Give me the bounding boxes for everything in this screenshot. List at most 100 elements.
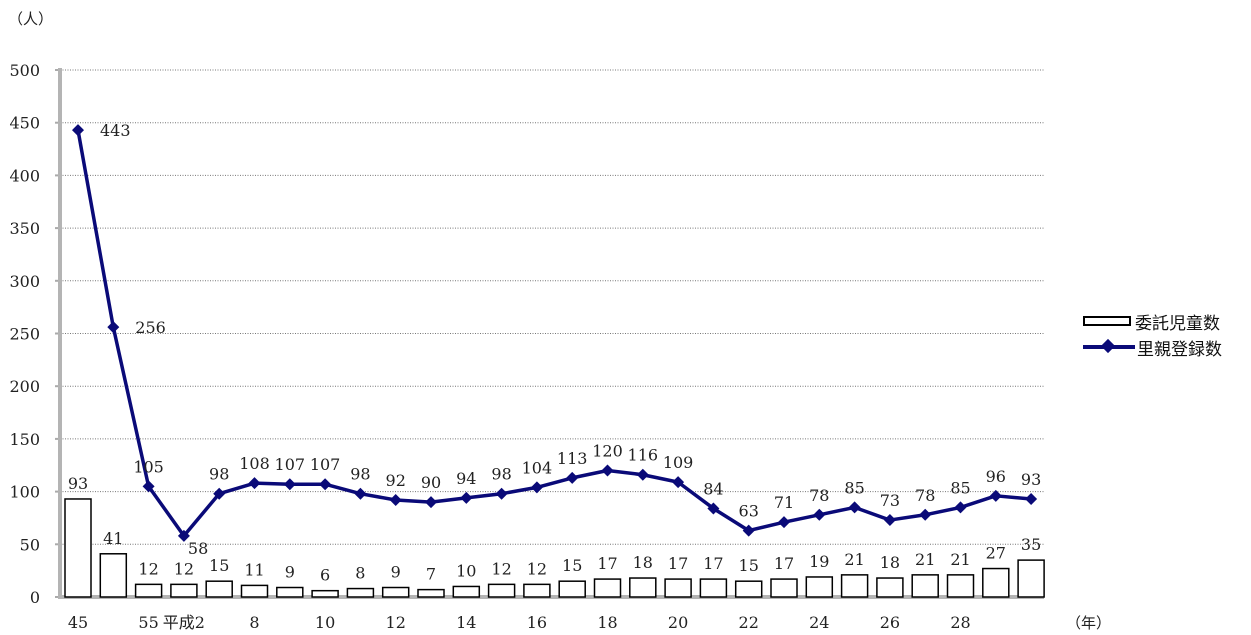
line-data-label: 92 bbox=[386, 471, 406, 490]
line-data-label: 256 bbox=[135, 318, 166, 337]
bar bbox=[770, 578, 798, 598]
legend-item-line: 里親登録数 bbox=[1083, 334, 1222, 360]
line-data-label: 90 bbox=[421, 473, 441, 492]
line-series bbox=[76, 129, 1032, 538]
line-data-label: 98 bbox=[209, 465, 229, 484]
bar bbox=[876, 577, 904, 598]
line-data-label: 107 bbox=[310, 455, 341, 474]
line-point bbox=[425, 496, 437, 509]
bar bbox=[205, 580, 233, 598]
line-point bbox=[460, 491, 473, 504]
bar-data-label: 21 bbox=[844, 550, 864, 569]
bar bbox=[134, 583, 163, 598]
bar bbox=[664, 578, 692, 598]
bar bbox=[982, 567, 1010, 598]
bar-data-label: 17 bbox=[774, 554, 794, 573]
bar bbox=[240, 584, 269, 598]
line-data-label: 120 bbox=[592, 442, 623, 461]
line-point bbox=[354, 487, 367, 500]
line-data-label: 98 bbox=[350, 465, 370, 484]
bar bbox=[629, 577, 657, 598]
line-point bbox=[72, 124, 84, 137]
line-point bbox=[213, 487, 226, 500]
legend-bar-label: 委託児童数 bbox=[1135, 313, 1220, 334]
legend-line-swatch bbox=[1083, 341, 1135, 353]
bar-data-label: 21 bbox=[915, 550, 935, 569]
x-tick-label: 55 bbox=[138, 613, 158, 632]
x-tick-label: 14 bbox=[456, 613, 476, 632]
y-tick-label: 500 bbox=[9, 61, 40, 80]
line-point bbox=[107, 321, 120, 334]
legend-bar-swatch bbox=[1083, 316, 1131, 326]
bar bbox=[452, 585, 481, 598]
line-point bbox=[954, 501, 967, 514]
bar-data-label: 17 bbox=[597, 554, 617, 573]
legend: 委託児童数 里親登録数 bbox=[1083, 308, 1222, 360]
bar bbox=[1017, 559, 1045, 598]
line-point bbox=[989, 489, 1002, 502]
line-point bbox=[177, 529, 190, 542]
y-tick-label: 0 bbox=[30, 588, 40, 607]
x-tick-label: 10 bbox=[315, 613, 335, 632]
bar-data-label: 15 bbox=[209, 556, 229, 575]
x-tick-label: 8 bbox=[249, 613, 259, 632]
line-point bbox=[601, 464, 614, 477]
y-tick-label: 300 bbox=[9, 272, 40, 291]
line-data-label: 116 bbox=[628, 446, 659, 465]
x-tick-label: 平成2 bbox=[163, 613, 205, 632]
line-data-label: 73 bbox=[880, 491, 900, 510]
bar-data-label: 12 bbox=[527, 559, 547, 578]
line-point bbox=[248, 477, 261, 490]
bar-data-label: 17 bbox=[703, 554, 723, 573]
bar-data-label: 8 bbox=[355, 564, 365, 583]
x-unit-label: （年） bbox=[1066, 614, 1111, 632]
line-data-label: 98 bbox=[491, 465, 511, 484]
bar bbox=[558, 580, 586, 598]
bar-data-label: 7 bbox=[426, 565, 436, 584]
line-point bbox=[636, 468, 649, 481]
line-point bbox=[142, 480, 155, 493]
y-tick-label: 150 bbox=[9, 430, 40, 449]
y-tick-label: 450 bbox=[9, 114, 40, 133]
bar-data-label: 6 bbox=[320, 566, 330, 585]
bar bbox=[346, 587, 375, 598]
bar bbox=[381, 586, 410, 598]
bar-data-label: 41 bbox=[103, 529, 123, 548]
line-point bbox=[283, 478, 296, 491]
line-point bbox=[919, 508, 932, 521]
y-tick-label: 200 bbox=[9, 377, 40, 396]
line-data-label: 96 bbox=[986, 467, 1006, 486]
x-tick-label: 22 bbox=[739, 613, 759, 632]
line-data-label: 63 bbox=[739, 502, 759, 521]
bar bbox=[64, 498, 92, 598]
bar-data-label: 15 bbox=[562, 556, 582, 575]
bar bbox=[911, 574, 939, 598]
line-data-label: 104 bbox=[522, 458, 553, 477]
bar bbox=[276, 586, 304, 598]
bar-data-label: 12 bbox=[174, 559, 194, 578]
y-tick-label: 350 bbox=[9, 219, 40, 238]
bar bbox=[311, 589, 339, 598]
line-point bbox=[778, 516, 790, 529]
bar bbox=[805, 576, 834, 598]
line-data-label: 85 bbox=[844, 478, 864, 497]
line-data-label: 71 bbox=[774, 493, 794, 512]
legend-item-bar: 委託児童数 bbox=[1083, 308, 1222, 334]
y-tick-label: 50 bbox=[20, 535, 40, 554]
y-tick-label: 100 bbox=[9, 483, 40, 502]
bar-data-label: 17 bbox=[668, 554, 688, 573]
bar bbox=[593, 578, 622, 598]
line-data-label: 108 bbox=[239, 454, 270, 473]
line-point bbox=[530, 481, 543, 494]
bar-data-label: 11 bbox=[244, 560, 264, 579]
bar bbox=[417, 588, 445, 598]
line-data-label: 107 bbox=[275, 455, 306, 474]
line-point bbox=[813, 508, 826, 521]
bar bbox=[699, 578, 728, 598]
bar-data-label: 10 bbox=[456, 561, 476, 580]
line-point bbox=[707, 502, 720, 515]
bar bbox=[523, 583, 551, 598]
line-data-label: 113 bbox=[557, 449, 588, 468]
